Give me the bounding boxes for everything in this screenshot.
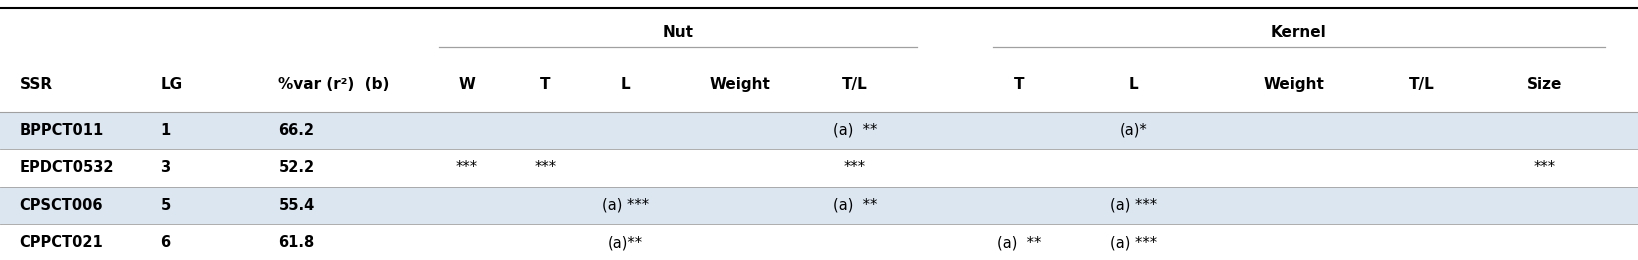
Text: CPPCT021: CPPCT021 [20, 236, 103, 250]
Text: (a)  **: (a) ** [832, 198, 878, 213]
Text: Kernel: Kernel [1271, 25, 1327, 40]
Text: L: L [1129, 77, 1138, 92]
Text: LG: LG [161, 77, 183, 92]
Text: 52.2: 52.2 [278, 160, 314, 176]
Text: T: T [541, 77, 550, 92]
Text: T: T [1014, 77, 1024, 92]
Text: (a) ***: (a) *** [1111, 236, 1156, 250]
Text: Weight: Weight [1263, 77, 1325, 92]
Text: (a)  **: (a) ** [832, 123, 878, 138]
Text: (a) ***: (a) *** [1111, 198, 1156, 213]
Text: Nut: Nut [663, 25, 693, 40]
Text: Weight: Weight [709, 77, 771, 92]
Text: %var (r²)  (b): %var (r²) (b) [278, 77, 390, 92]
Text: SSR: SSR [20, 77, 52, 92]
Text: T/L: T/L [842, 77, 868, 92]
Text: 6: 6 [161, 236, 170, 250]
Text: 61.8: 61.8 [278, 236, 314, 250]
FancyBboxPatch shape [0, 224, 1638, 260]
Text: T/L: T/L [1409, 77, 1435, 92]
Text: 1: 1 [161, 123, 170, 138]
Text: BPPCT011: BPPCT011 [20, 123, 103, 138]
Text: ***: *** [534, 160, 557, 176]
Text: W: W [459, 77, 475, 92]
Text: (a) ***: (a) *** [603, 198, 649, 213]
Text: 3: 3 [161, 160, 170, 176]
Text: 66.2: 66.2 [278, 123, 314, 138]
FancyBboxPatch shape [0, 112, 1638, 149]
Text: CPSCT006: CPSCT006 [20, 198, 103, 213]
Text: Size: Size [1527, 77, 1563, 92]
Text: EPDCT0532: EPDCT0532 [20, 160, 115, 176]
Text: 55.4: 55.4 [278, 198, 314, 213]
Text: 5: 5 [161, 198, 170, 213]
Text: ***: *** [455, 160, 478, 176]
Text: (a)*: (a)* [1120, 123, 1147, 138]
Text: (a)**: (a)** [608, 236, 644, 250]
Text: (a)  **: (a) ** [996, 236, 1042, 250]
Text: ***: *** [1533, 160, 1556, 176]
FancyBboxPatch shape [0, 149, 1638, 187]
Text: ***: *** [844, 160, 867, 176]
FancyBboxPatch shape [0, 187, 1638, 224]
Text: L: L [621, 77, 631, 92]
